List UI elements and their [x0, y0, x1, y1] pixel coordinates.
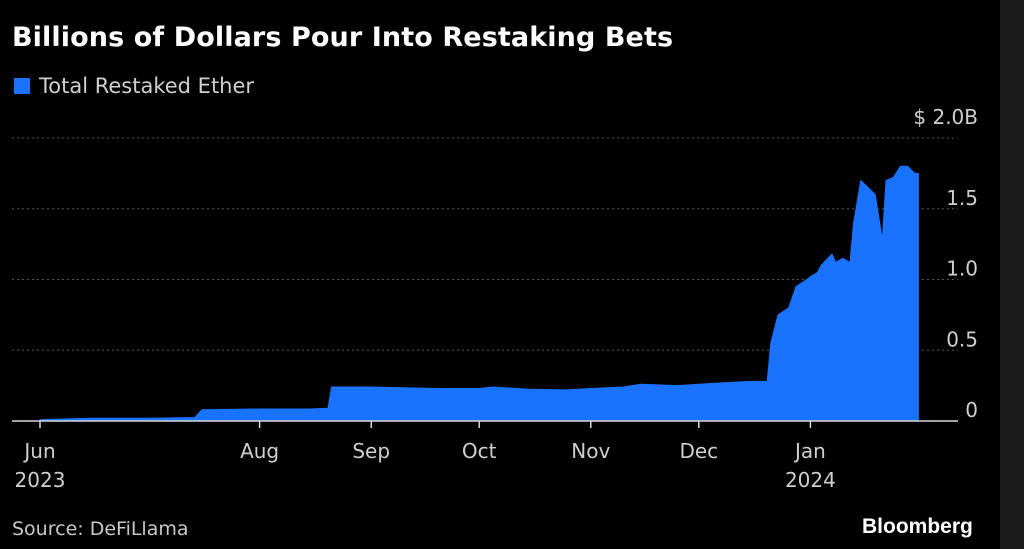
x-tick-year-0: 2023 [15, 468, 66, 492]
x-tick-label-0: Jun [22, 439, 55, 463]
y-tick-label-0: 0 [965, 398, 978, 422]
x-tick-label-5: Dec [679, 439, 718, 463]
legend-label: Total Restaked Ether [39, 74, 255, 98]
x-tick-label-1: Aug [240, 439, 279, 463]
y-tick-layer: 0 0.5 1.0 1.5 $ 2.0B [913, 105, 978, 422]
x-tick-layer: Jun 2023 Aug Sep Oct Nov Dec Jan 2024 [15, 421, 836, 492]
series-layer [39, 165, 919, 422]
x-tick-year-6: 2024 [785, 468, 836, 492]
chart-title: Billions of Dollars Pour Into Restaking … [12, 22, 674, 53]
y-tick-label-2: 1.0 [946, 257, 978, 281]
legend: Total Restaked Ether [14, 74, 254, 98]
side-strip [1000, 0, 1024, 549]
x-tick-label-3: Oct [462, 439, 497, 463]
y-tick-label-3: 1.5 [946, 186, 978, 210]
x-tick-label-6: Jan [793, 439, 826, 463]
y-tick-label-1: 0.5 [946, 327, 978, 351]
series-area-0 [39, 165, 919, 422]
legend-swatch [14, 78, 30, 94]
source-note: Source: DeFiLlama [12, 518, 189, 540]
y-tick-label-4: $ 2.0B [913, 105, 978, 129]
x-tick-label-4: Nov [571, 439, 610, 463]
x-tick-label-2: Sep [352, 439, 390, 463]
bloomberg-logo: Bloomberg [862, 515, 973, 538]
